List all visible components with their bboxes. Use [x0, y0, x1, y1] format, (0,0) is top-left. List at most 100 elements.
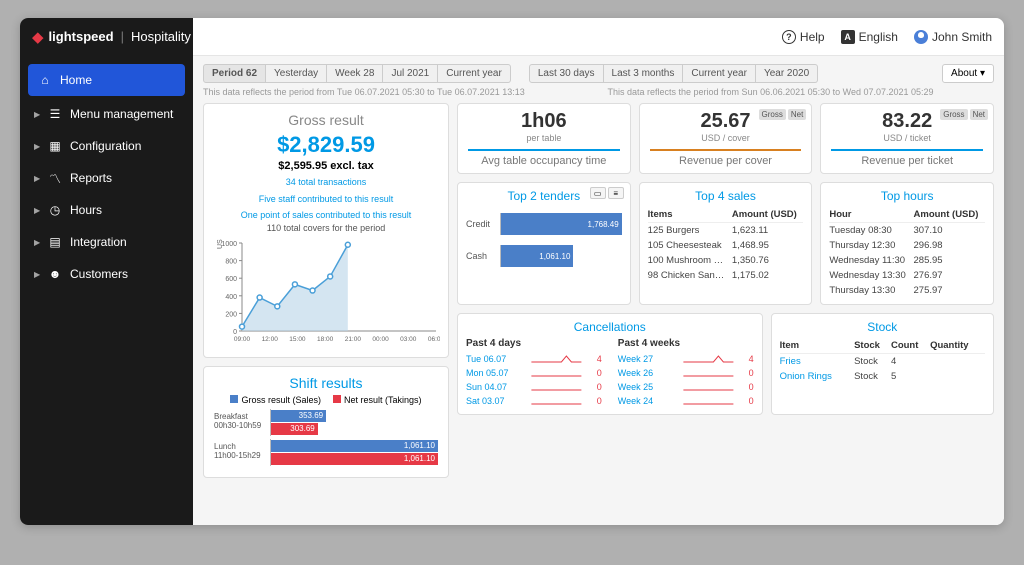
- gross-info-transactions: 34 total transactions: [214, 176, 438, 189]
- cancel-link[interactable]: Mon 05.07: [466, 368, 516, 378]
- metric-label: Avg table occupancy time: [468, 149, 620, 167]
- table-cell: 1,175.02: [732, 268, 803, 283]
- period-tab[interactable]: Last 3 months: [604, 64, 684, 83]
- svg-text:12:00: 12:00: [262, 336, 279, 343]
- table-header: Stock: [854, 338, 891, 354]
- tender-bar: 1,768.49: [501, 213, 622, 235]
- metric-sub: USD / cover: [650, 133, 802, 143]
- table-row: 100 Mushroom …1,350.76: [648, 253, 804, 268]
- table-header: Quantity: [930, 338, 985, 354]
- gross-info-covers: 110 total covers for the period: [214, 223, 438, 233]
- sidebar-item-hours[interactable]: ▶ ◷ Hours: [20, 194, 193, 226]
- shift-results-card: Shift results Gross result (Sales)Net re…: [203, 366, 449, 478]
- list-view-button[interactable]: ≡: [608, 187, 624, 199]
- chart-view-button[interactable]: ▭: [590, 187, 606, 199]
- cancel-link[interactable]: Sat 03.07: [466, 396, 516, 406]
- sidebar-item-configuration[interactable]: ▶ ▦ Configuration: [20, 130, 193, 162]
- period-tab[interactable]: Year 2020: [756, 64, 818, 83]
- table-cell[interactable]: Onion Rings: [780, 369, 855, 384]
- sidebar-item-label: Configuration: [70, 139, 141, 153]
- config-icon: ▦: [48, 139, 62, 153]
- sidebar-item-reports[interactable]: ▶ 〽 Reports: [20, 162, 193, 194]
- svg-text:21:00: 21:00: [345, 336, 362, 343]
- period-tab[interactable]: Week 28: [327, 64, 383, 83]
- sidebar-item-home[interactable]: ⌂ Home: [28, 64, 185, 96]
- cancel-col-title: Past 4 days: [466, 338, 602, 349]
- svg-text:600: 600: [225, 276, 237, 283]
- cancel-count: 4: [749, 354, 754, 364]
- legend-item: Net result (Takings): [333, 395, 422, 405]
- table-row: Onion RingsStock5: [780, 369, 985, 384]
- menu-icon: ☰: [48, 107, 62, 121]
- table-header: Items: [648, 207, 732, 223]
- cancel-count: 0: [749, 396, 754, 406]
- cancel-link[interactable]: Week 27: [618, 354, 668, 364]
- clock-icon: ◷: [48, 203, 62, 217]
- table-row: Wednesday 11:30285.95: [829, 253, 985, 268]
- sidebar-item-integration[interactable]: ▶ ▤ Integration: [20, 226, 193, 258]
- shift-label: Lunch11h00-15h29: [214, 443, 270, 461]
- svg-text:00:00: 00:00: [372, 336, 389, 343]
- brand-name: lightspeed: [49, 29, 114, 44]
- main-content: Period 62YesterdayWeek 28Jul 2021Current…: [193, 56, 1004, 525]
- hours-card: Top hours HourAmount (USD)Tuesday 08:303…: [820, 182, 994, 305]
- cancel-count: 0: [749, 368, 754, 378]
- cancellations-card: Cancellations Past 4 daysTue 06.074Mon 0…: [457, 313, 763, 415]
- net-badge[interactable]: Net: [970, 109, 988, 120]
- user-menu[interactable]: John Smith: [914, 30, 992, 44]
- about-button[interactable]: About ▾: [942, 64, 994, 83]
- shift-bar-gross: 353.69: [271, 410, 326, 422]
- period-tabs-left: Period 62YesterdayWeek 28Jul 2021Current…: [203, 64, 511, 83]
- chevron-right-icon: ▶: [34, 238, 40, 247]
- svg-text:03:00: 03:00: [400, 336, 417, 343]
- language-icon: A: [841, 30, 855, 44]
- table-cell: 4: [891, 354, 930, 370]
- table-header: Amount (USD): [914, 207, 986, 223]
- cancel-link[interactable]: Week 24: [618, 396, 668, 406]
- gross-badge[interactable]: Gross: [759, 109, 786, 120]
- shift-bar-net: 1,061.10: [271, 453, 438, 465]
- sidebar-item-customers[interactable]: ▶ ☻ Customers: [20, 258, 193, 290]
- gross-title: Gross result: [214, 112, 438, 128]
- cancel-link[interactable]: Tue 06.07: [466, 354, 516, 364]
- sidebar-item-label: Home: [60, 73, 92, 87]
- language-button[interactable]: A English: [841, 30, 898, 44]
- table-cell: Stock: [854, 369, 891, 384]
- table-row: Thursday 12:30296.98: [829, 238, 985, 253]
- period-text-right: This data reflects the period from Sun 0…: [608, 87, 995, 97]
- period-tab[interactable]: Last 30 days: [529, 64, 604, 83]
- net-badge[interactable]: Net: [788, 109, 806, 120]
- period-tab[interactable]: Period 62: [203, 64, 266, 83]
- sidebar-item-label: Integration: [70, 235, 127, 249]
- table-cell: Stock: [854, 354, 891, 370]
- sidebar-item-menu-management[interactable]: ▶ ☰ Menu management: [20, 98, 193, 130]
- shift-row: Breakfast00h30-10h59353.69303.69: [214, 409, 438, 436]
- topbar: ◆ lightspeed | Hospitality ? Help A Engl…: [20, 18, 1004, 56]
- tender-label: Credit: [466, 219, 500, 229]
- cancel-link[interactable]: Week 26: [618, 368, 668, 378]
- sidebar: ⌂ Home ▶ ☰ Menu management ▶ ▦ Configura…: [20, 56, 193, 525]
- period-tab[interactable]: Yesterday: [266, 64, 327, 83]
- period-tab[interactable]: Current year: [438, 64, 511, 83]
- brand-sub: Hospitality: [131, 29, 191, 44]
- sidebar-item-label: Reports: [70, 171, 112, 185]
- gross-value: $2,829.59: [214, 132, 438, 158]
- table-cell: Tuesday 08:30: [829, 223, 913, 239]
- table-cell[interactable]: Fries: [780, 354, 855, 370]
- period-tab[interactable]: Current year: [683, 64, 756, 83]
- chevron-right-icon: ▶: [34, 110, 40, 119]
- cancel-link[interactable]: Week 25: [618, 382, 668, 392]
- cancellation-column: Past 4 daysTue 06.074Mon 05.070Sun 04.07…: [466, 338, 602, 408]
- tender-row: Cash1,061.10: [466, 245, 622, 267]
- period-text-left: This data reflects the period from Tue 0…: [203, 87, 590, 97]
- help-button[interactable]: ? Help: [782, 30, 825, 44]
- table-cell: [930, 354, 985, 370]
- table-cell: 276.97: [914, 268, 986, 283]
- period-tabs-right: Last 30 daysLast 3 monthsCurrent yearYea…: [529, 64, 818, 83]
- integration-icon: ▤: [48, 235, 62, 249]
- table-row: 105 Cheesesteak1,468.95: [648, 238, 804, 253]
- gross-badge[interactable]: Gross: [940, 109, 967, 120]
- period-tab[interactable]: Jul 2021: [383, 64, 438, 83]
- table-row: 98 Chicken San…1,175.02: [648, 268, 804, 283]
- cancel-link[interactable]: Sun 04.07: [466, 382, 516, 392]
